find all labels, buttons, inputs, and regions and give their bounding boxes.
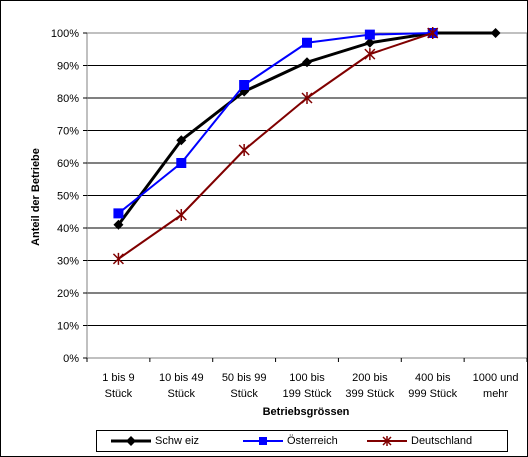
series-2: [112, 27, 439, 265]
data-point: [364, 48, 376, 61]
x-tick-label: 1000 und: [473, 372, 519, 384]
y-tick-label: 60%: [57, 158, 79, 170]
x-tick-label: 100 bis: [289, 372, 325, 384]
series-group: [112, 27, 501, 265]
y-tick-label: 70%: [57, 126, 79, 138]
y-tick-label: 30%: [57, 256, 79, 268]
series-line: [117, 32, 433, 215]
data-point: [176, 135, 187, 146]
data-point: [113, 208, 124, 219]
x-tick-label: 200 bis: [352, 372, 388, 384]
x-tick-label: mehr: [483, 388, 508, 400]
x-tick-label: 1 bis 9: [102, 372, 134, 384]
x-axis-label: Betriebsgrössen: [263, 406, 350, 418]
data-point: [427, 27, 439, 39]
data-point: [238, 144, 250, 156]
data-point: [175, 209, 187, 221]
series-0: [113, 28, 501, 230]
legend-swatch-square-icon: [243, 437, 283, 445]
data-point: [112, 252, 124, 265]
x-tick-label: 50 bis 99: [222, 372, 267, 384]
data-point: [364, 29, 375, 40]
x-tick-label: Stück: [230, 388, 258, 400]
data-point: [239, 80, 250, 90]
y-tick-label: 80%: [57, 93, 79, 105]
y-tick-label: 20%: [57, 288, 79, 300]
x-tick-label: 999 Stück: [408, 388, 457, 400]
data-point: [302, 37, 312, 48]
legend-swatch-diamond-icon: [111, 436, 151, 446]
data-point: [301, 92, 313, 104]
y-tick-label: 0%: [63, 353, 79, 365]
y-tick-label: 40%: [57, 223, 79, 235]
y-tick-label: 50%: [57, 191, 79, 203]
legend: Schw eiz Österreich Deutschland: [96, 430, 508, 452]
x-axis-ticks: 1 bis 9 Stück 10 bis 49 Stück 50 bis 99 Stück…: [86, 358, 528, 400]
series-line: [117, 32, 434, 260]
data-point: [302, 57, 312, 68]
legend-item-series-1: Österreich: [241, 431, 338, 451]
x-tick-label: 199 Stück: [283, 388, 332, 400]
y-axis-label: Anteil der Betriebe: [30, 148, 42, 246]
chart-svg: 0% 10% 20% 30% 40% 50% 60% 70% 80% 90% 100% 1 bis …: [30, 27, 528, 418]
data-point: [113, 219, 124, 230]
legend-swatch-star-icon: [367, 436, 407, 446]
x-tick-label: Stück: [168, 388, 196, 400]
legend-label-series-1: Österreich: [287, 435, 338, 447]
x-tick-label: 400 bis: [415, 372, 451, 384]
x-tick-label: 10 bis 49: [159, 372, 204, 384]
legend-label-series-2: Deutschland: [411, 435, 473, 447]
y-tick-label: 90%: [57, 61, 79, 73]
y-axis-ticks: 0% 10% 20% 30% 40% 50% 60% 70% 80% 90% 100%: [51, 28, 87, 365]
x-tick-label: Stück: [105, 388, 133, 400]
legend-label-series-0: Schw eiz: [155, 435, 200, 447]
legend-item-series-0: Schw eiz: [109, 431, 199, 451]
y-tick-label: 10%: [57, 321, 79, 333]
data-point: [490, 28, 501, 38]
data-point: [364, 37, 375, 48]
data-point: [176, 158, 187, 168]
y-tick-label: 100%: [51, 28, 79, 40]
legend-item-series-2: Deutschland: [365, 431, 472, 451]
gridlines: [87, 32, 527, 359]
x-tick-label: 399 Stück: [345, 388, 394, 400]
